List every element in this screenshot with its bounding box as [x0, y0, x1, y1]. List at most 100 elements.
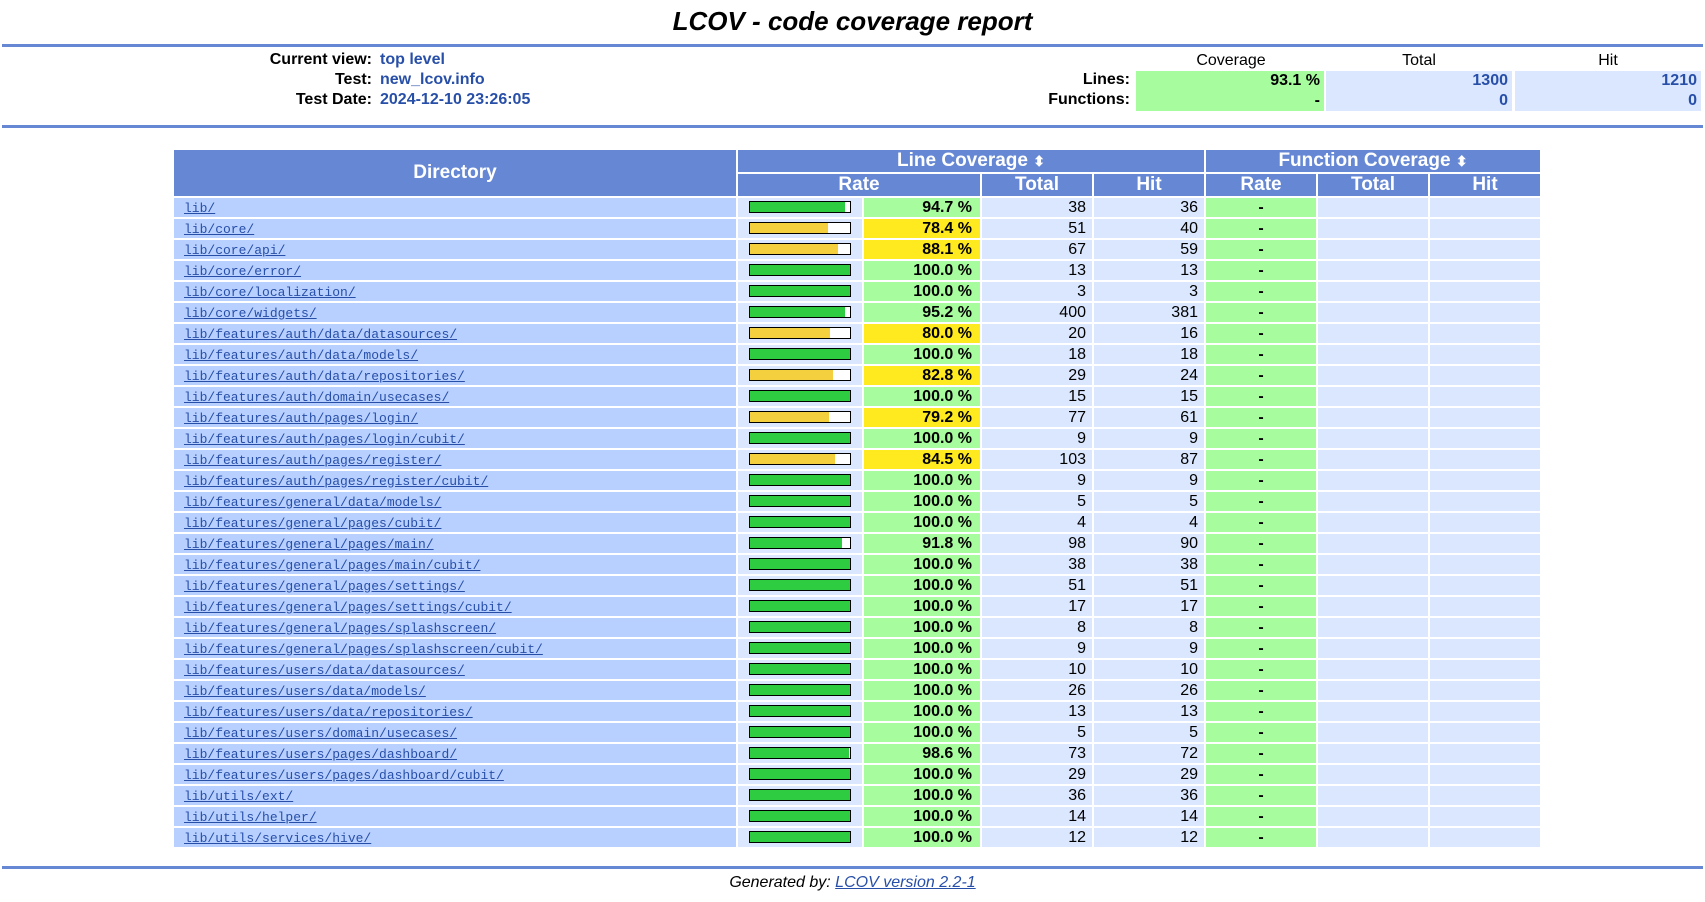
- directory-cell: lib/features/auth/data/repositories/: [174, 366, 736, 385]
- directory-link[interactable]: lib/features/auth/domain/usecases/: [184, 389, 450, 405]
- functions-label: Functions:: [1048, 91, 1130, 108]
- function-hit: [1430, 303, 1540, 322]
- coverage-bar-cell: [738, 576, 862, 595]
- line-rate-header: Rate: [738, 174, 980, 196]
- coverage-bar-cell: [738, 828, 862, 847]
- line-rate: 84.5 %: [864, 450, 980, 469]
- table-row: lib/ 94.7 % 38 36 -: [174, 198, 1540, 217]
- directory-link[interactable]: lib/features/general/pages/main/cubit/: [184, 557, 481, 573]
- functions-total: 0: [1326, 91, 1512, 111]
- function-total: [1318, 261, 1428, 280]
- line-total: 38: [982, 555, 1092, 574]
- directory-header-label: Directory: [413, 162, 497, 183]
- coverage-bar-fill: [750, 769, 850, 780]
- table-row: lib/utils/services/hive/ 100.0 % 12 12 -: [174, 828, 1540, 847]
- line-rate: 100.0 %: [864, 660, 980, 679]
- directory-header[interactable]: Directory: [174, 150, 736, 196]
- directory-link[interactable]: lib/core/widgets/: [184, 305, 317, 321]
- lcov-version-link[interactable]: LCOV version 2.2-1: [835, 874, 976, 891]
- coverage-bar: [749, 747, 851, 760]
- directory-link[interactable]: lib/features/auth/data/datasources/: [184, 326, 458, 342]
- directory-link[interactable]: lib/features/users/domain/usecases/: [184, 725, 458, 741]
- directory-link[interactable]: lib/core/localization/: [184, 284, 356, 300]
- line-rate: 100.0 %: [864, 765, 980, 784]
- line-total: 8: [982, 618, 1092, 637]
- directory-link[interactable]: lib/features/auth/pages/login/: [184, 410, 419, 426]
- footer-ruler: [2, 866, 1703, 869]
- directory-link[interactable]: lib/utils/services/hive/: [184, 830, 372, 846]
- directory-link[interactable]: lib/features/auth/pages/register/: [184, 452, 442, 468]
- coverage-bar-fill: [750, 202, 845, 213]
- directory-link[interactable]: lib/features/general/pages/splashscreen/…: [184, 641, 543, 657]
- line-hit: 72: [1094, 744, 1204, 763]
- sort-icon[interactable]: ⬍: [1033, 153, 1045, 169]
- directory-link[interactable]: lib/features/users/data/models/: [184, 683, 426, 699]
- table-row: lib/features/auth/domain/usecases/ 100.0…: [174, 387, 1540, 406]
- table-row: lib/core/ 78.4 % 51 40 -: [174, 219, 1540, 238]
- line-rate: 100.0 %: [864, 786, 980, 805]
- col-coverage-label: Coverage: [1196, 52, 1266, 69]
- table-row: lib/core/error/ 100.0 % 13 13 -: [174, 261, 1540, 280]
- coverage-bar-cell: [738, 345, 862, 364]
- directory-link[interactable]: lib/features/general/pages/cubit/: [184, 515, 442, 531]
- directory-link[interactable]: lib/core/: [184, 221, 255, 237]
- coverage-bar-fill: [750, 706, 850, 717]
- table-row: lib/features/users/data/datasources/ 100…: [174, 660, 1540, 679]
- page-title: LCOV - code coverage report: [672, 6, 1033, 36]
- line-hit: 36: [1094, 786, 1204, 805]
- table-row: lib/features/auth/pages/register/cubit/ …: [174, 471, 1540, 490]
- table-row: lib/features/users/pages/dashboard/cubit…: [174, 765, 1540, 784]
- function-hit: [1430, 366, 1540, 385]
- directory-link[interactable]: lib/features/users/pages/dashboard/cubit…: [184, 767, 504, 783]
- directory-link[interactable]: lib/features/users/data/repositories/: [184, 704, 473, 720]
- line-rate: 79.2 %: [864, 408, 980, 427]
- function-rate: -: [1206, 345, 1316, 364]
- line-total: 15: [982, 387, 1092, 406]
- coverage-bar-cell: [738, 744, 862, 763]
- function-rate: -: [1206, 219, 1316, 238]
- directory-cell: lib/features/general/pages/splashscreen/: [174, 618, 736, 637]
- directory-link[interactable]: lib/core/error/: [184, 263, 302, 279]
- line-rate: 100.0 %: [864, 639, 980, 658]
- coverage-bar: [749, 621, 851, 634]
- directory-link[interactable]: lib/utils/ext/: [184, 788, 294, 804]
- function-rate: -: [1206, 702, 1316, 721]
- directory-link[interactable]: lib/features/general/pages/main/: [184, 536, 434, 552]
- directory-link[interactable]: lib/features/auth/pages/login/cubit/: [184, 431, 465, 447]
- directory-cell: lib/core/error/: [174, 261, 736, 280]
- line-coverage-header[interactable]: Line Coverage ⬍: [738, 150, 1204, 172]
- coverage-bar-cell: [738, 660, 862, 679]
- directory-link[interactable]: lib/features/general/pages/settings/cubi…: [184, 599, 512, 615]
- sort-icon[interactable]: ⬍: [1455, 153, 1468, 169]
- coverage-bar-fill: [750, 538, 842, 549]
- directory-link[interactable]: lib/: [184, 200, 216, 216]
- coverage-bar-fill: [750, 454, 835, 465]
- coverage-bar-cell: [738, 681, 862, 700]
- directory-link[interactable]: lib/features/users/data/datasources/: [184, 662, 465, 678]
- line-rate: 94.7 %: [864, 198, 980, 217]
- directory-link[interactable]: lib/features/users/pages/dashboard/: [184, 746, 458, 762]
- line-total: 26: [982, 681, 1092, 700]
- coverage-bar-fill: [750, 307, 846, 318]
- line-rate: 100.0 %: [864, 618, 980, 637]
- directory-link[interactable]: lib/core/api/: [184, 242, 286, 258]
- coverage-bar-fill: [750, 328, 830, 339]
- directory-link[interactable]: lib/features/auth/data/repositories/: [184, 368, 465, 384]
- function-coverage-header[interactable]: Function Coverage ⬍: [1206, 150, 1540, 172]
- table-row: lib/features/users/pages/dashboard/ 98.6…: [174, 744, 1540, 763]
- directory-link[interactable]: lib/utils/helper/: [184, 809, 317, 825]
- directory-cell: lib/features/general/data/models/: [174, 492, 736, 511]
- directory-link[interactable]: lib/features/auth/pages/register/cubit/: [184, 473, 489, 489]
- function-rate: -: [1206, 324, 1316, 343]
- line-hit: 24: [1094, 366, 1204, 385]
- directory-link[interactable]: lib/features/auth/data/models/: [184, 347, 419, 363]
- directory-link[interactable]: lib/features/general/pages/settings/: [184, 578, 465, 594]
- directory-cell: lib/utils/ext/: [174, 786, 736, 805]
- line-total: 5: [982, 492, 1092, 511]
- coverage-bar-fill: [750, 223, 829, 234]
- line-rate: 100.0 %: [864, 597, 980, 616]
- line-rate: 100.0 %: [864, 555, 980, 574]
- directory-link[interactable]: lib/features/general/pages/splashscreen/: [184, 620, 497, 636]
- coverage-bar-cell: [738, 765, 862, 784]
- directory-link[interactable]: lib/features/general/data/models/: [184, 494, 442, 510]
